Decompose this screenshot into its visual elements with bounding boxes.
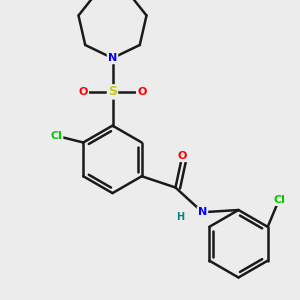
Text: Cl: Cl [273, 195, 285, 205]
Text: S: S [108, 85, 117, 98]
Text: O: O [137, 87, 146, 97]
Text: N: N [108, 53, 117, 63]
Text: O: O [79, 87, 88, 97]
Text: N: N [198, 207, 207, 217]
Text: O: O [178, 151, 187, 161]
Text: H: H [176, 212, 184, 222]
Text: Cl: Cl [50, 131, 62, 141]
